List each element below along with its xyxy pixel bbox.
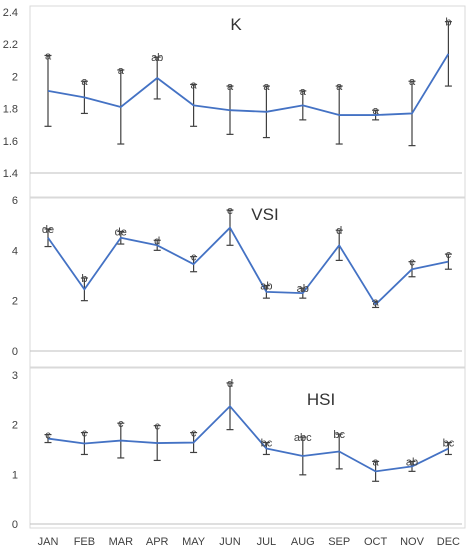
x-tick-label: OCT	[364, 536, 388, 548]
x-tick-label: JAN	[38, 536, 59, 548]
significance-label: ab	[297, 283, 309, 295]
significance-label: c	[82, 428, 88, 440]
x-tick-label: JUN	[219, 536, 240, 548]
significance-label: ab	[406, 456, 418, 468]
significance-label: a	[300, 86, 307, 98]
x-tick-label: APR	[146, 536, 169, 548]
significance-label: a	[373, 105, 380, 117]
panel-frame-1	[29, 5, 466, 198]
significance-label: a	[227, 81, 234, 93]
significance-label: c	[191, 428, 197, 440]
significance-label: c	[45, 430, 51, 442]
significance-label: c	[446, 249, 452, 261]
significance-label: b	[81, 273, 87, 285]
y-tick-label: 2.2	[3, 39, 18, 51]
y-tick-label: 0	[12, 346, 18, 358]
y-tick-label: 0	[12, 519, 18, 531]
significance-label: bc	[443, 438, 455, 450]
significance-label: de	[42, 224, 54, 236]
x-tick-label: FEB	[74, 536, 95, 548]
significance-label: a	[409, 76, 416, 88]
significance-label: d	[336, 225, 342, 237]
significance-label: a	[45, 50, 52, 62]
y-tick-label: 1.6	[3, 136, 18, 148]
x-tick-label: NOV	[400, 536, 425, 548]
significance-label: c	[191, 252, 197, 264]
significance-label: ab	[260, 281, 272, 293]
significance-label: c	[409, 257, 415, 269]
significance-label: a	[336, 81, 343, 93]
y-tick-label: 4	[12, 245, 18, 257]
significance-label: a	[373, 296, 380, 308]
y-tick-label: 1.4	[3, 168, 18, 180]
significance-label: a	[81, 76, 88, 88]
series-line-hsi	[47, 405, 449, 473]
significance-label: a	[263, 81, 270, 93]
series-line-vsi	[47, 226, 449, 306]
panel-title: K	[230, 15, 242, 34]
significance-label: de	[115, 226, 127, 238]
significance-label: a	[373, 456, 380, 468]
panel-frame-2	[29, 197, 466, 368]
significance-label: bc	[333, 429, 345, 441]
y-tick-label: 2	[12, 420, 18, 432]
significance-label: a	[118, 65, 125, 77]
y-tick-label: 2	[12, 296, 18, 308]
y-tick-label: 1	[12, 469, 18, 481]
x-tick-label: JUL	[257, 536, 277, 548]
y-tick-label: 6	[12, 195, 18, 207]
panel-frame-3	[29, 367, 466, 529]
significance-label: d	[154, 235, 160, 247]
significance-label: abc	[294, 432, 312, 444]
significance-label: c	[154, 421, 160, 433]
x-tick-label: MAR	[109, 536, 134, 548]
significance-label: e	[227, 205, 233, 217]
y-tick-label: 2	[12, 71, 18, 83]
series-line-k	[47, 53, 450, 116]
y-tick-label: 3	[12, 370, 18, 382]
x-tick-label: SEP	[328, 536, 350, 548]
y-tick-label: 1.8	[3, 104, 18, 116]
significance-label: b	[445, 17, 451, 29]
y-tick-label: 2.4	[3, 7, 18, 19]
x-tick-label: DEC	[437, 536, 460, 548]
significance-label: c	[118, 418, 124, 430]
significance-label: a	[191, 79, 198, 91]
x-tick-label: MAY	[182, 536, 206, 548]
significance-label: bc	[261, 438, 273, 450]
panel-title: VSI	[251, 205, 278, 224]
panel-title: HSI	[307, 390, 335, 409]
significance-label: ab	[151, 52, 163, 64]
x-tick-label: AUG	[291, 536, 315, 548]
significance-label: d	[227, 378, 233, 390]
